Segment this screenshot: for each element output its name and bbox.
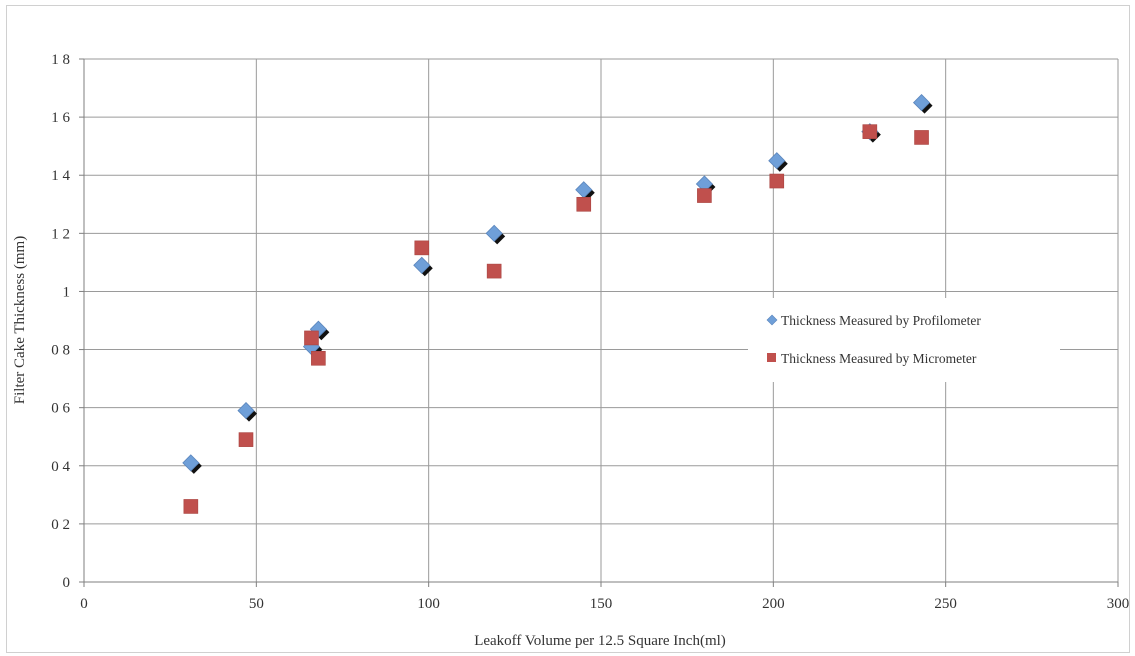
y-tick-label: 1 8 xyxy=(51,52,70,68)
x-tick-label: 250 xyxy=(934,596,957,612)
profilometer-point xyxy=(182,454,200,472)
micrometer-point xyxy=(914,130,929,145)
micrometer-point xyxy=(414,240,430,256)
legend: Thickness Measured by Profilometer Thick… xyxy=(748,298,1060,382)
profilometer-point xyxy=(768,152,786,170)
profilometer-point xyxy=(485,224,503,242)
legend-marker-micrometer xyxy=(767,353,776,362)
y-tick-label: 0 6 xyxy=(51,401,70,417)
y-tick-label: 1 2 xyxy=(51,226,70,242)
y-tick-label: 0 8 xyxy=(51,343,70,359)
x-tick-label: 100 xyxy=(417,596,440,612)
legend-label-micrometer: Thickness Measured by Micrometer xyxy=(781,351,977,366)
micrometer-point xyxy=(183,499,199,514)
x-tick-label: 200 xyxy=(762,596,785,612)
y-tick-label: 0 4 xyxy=(51,459,70,475)
micrometer-point xyxy=(238,432,254,447)
micrometer-point xyxy=(697,188,712,203)
x-tick-label: 150 xyxy=(590,596,613,612)
legend-marker-profilometer xyxy=(766,314,778,326)
y-tick-label: 0 xyxy=(63,575,71,591)
micrometer-point xyxy=(311,350,326,366)
x-tick-label: 300 xyxy=(1107,596,1130,612)
micrometer-point xyxy=(486,263,502,279)
profilometer-point xyxy=(912,94,931,112)
profilometer-point xyxy=(413,256,431,274)
micrometer-point xyxy=(862,124,878,139)
legend-label-profilometer: Thickness Measured by Profilometer xyxy=(781,313,981,328)
profilometer-point xyxy=(237,402,255,420)
legend-background xyxy=(748,298,1060,382)
x-axis-title: Leakoff Volume per 12.5 Square Inch(ml) xyxy=(474,633,726,649)
x-tick-label: 0 xyxy=(80,596,88,612)
micrometer-point xyxy=(576,196,592,212)
y-tick-label: 1 4 xyxy=(51,168,70,184)
data-points xyxy=(182,94,933,514)
y-tick-label: 0 2 xyxy=(51,517,70,533)
y-tick-label: 1 xyxy=(63,284,71,300)
x-tick-label: 50 xyxy=(249,596,264,612)
y-axis-title: Filter Cake Thickness (mm) xyxy=(12,236,28,404)
micrometer-point xyxy=(304,330,319,346)
y-tick-label: 1 6 xyxy=(51,110,70,126)
grid xyxy=(84,58,1119,582)
micrometer-point xyxy=(769,173,785,189)
tick-labels: 0 0 2 0 4 0 6 0 8 1 1 2 1 4 1 6 1 8 0 50 100 150 200 25… xyxy=(51,52,1129,612)
